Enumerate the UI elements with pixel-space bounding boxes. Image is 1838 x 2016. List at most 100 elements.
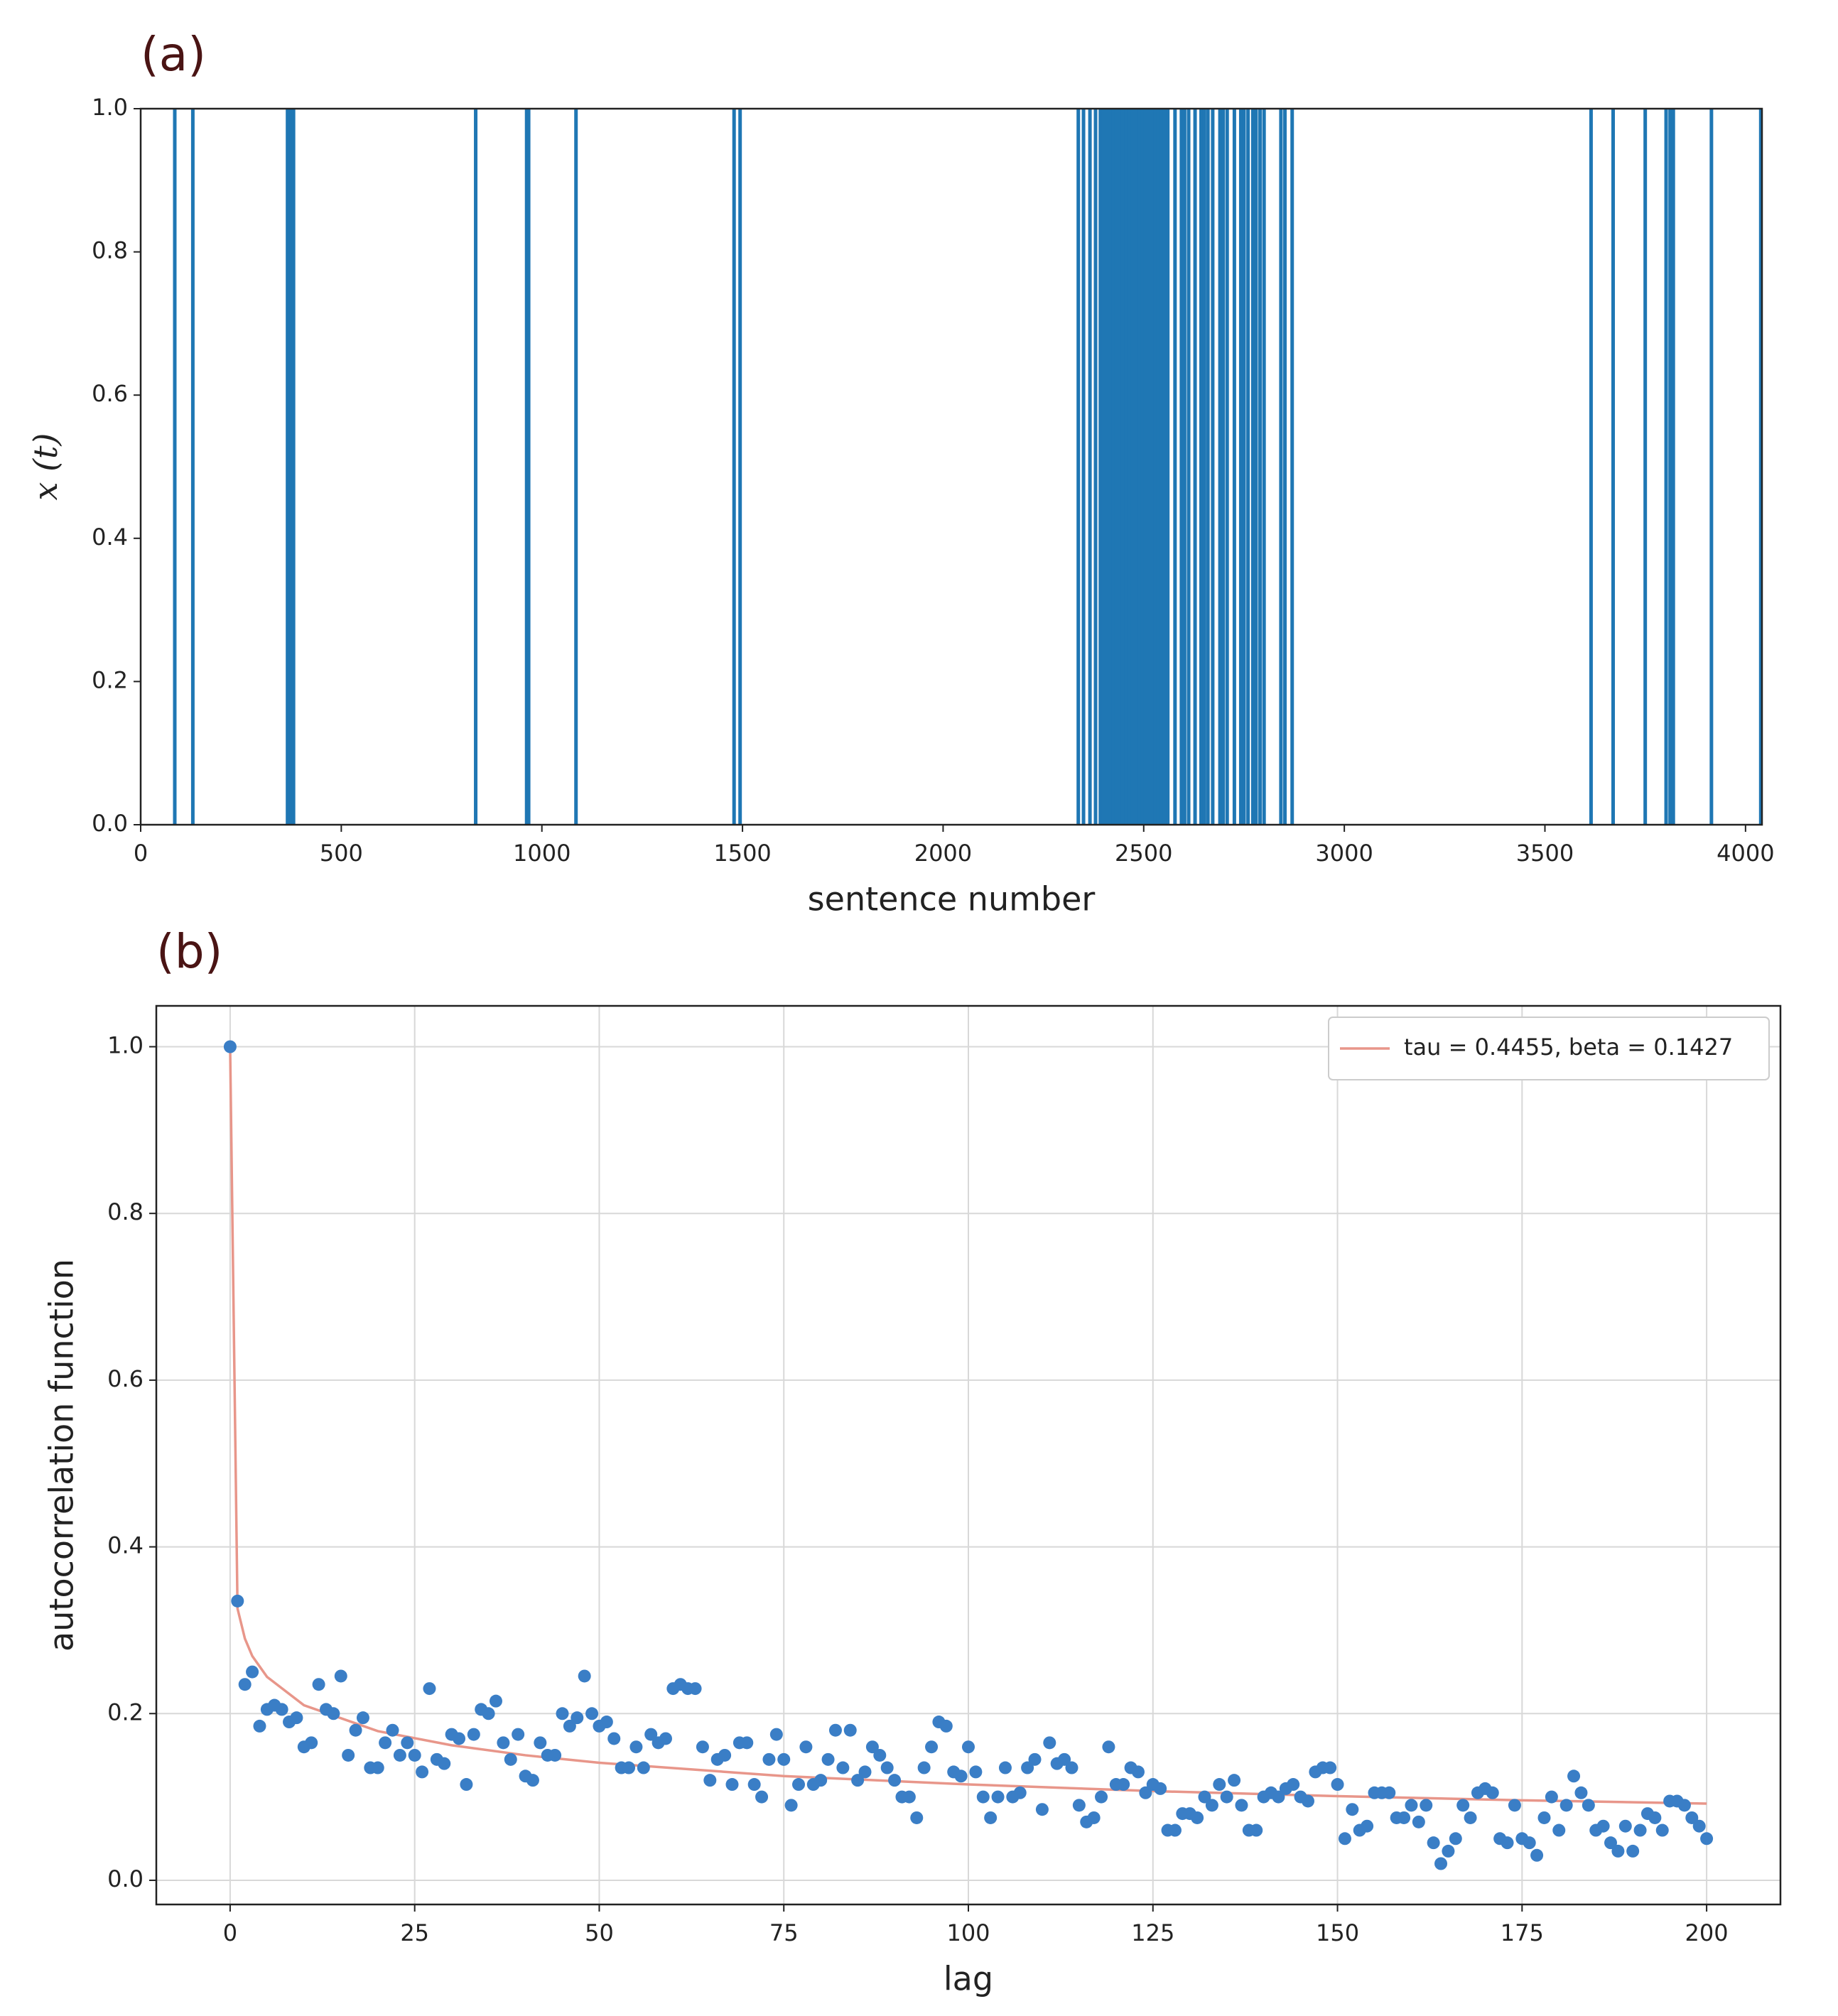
data-point — [1198, 1790, 1211, 1804]
x-tick-label: 50 — [585, 1919, 614, 1946]
data-point — [1596, 1819, 1610, 1833]
data-point — [799, 1740, 813, 1754]
data-point — [386, 1723, 399, 1737]
data-point — [1139, 1786, 1152, 1799]
data-point — [1220, 1790, 1233, 1804]
data-point — [1412, 1815, 1425, 1828]
data-point — [836, 1761, 850, 1774]
y-tick-label: 0.4 — [92, 524, 128, 551]
data-point — [888, 1774, 902, 1787]
data-point — [1405, 1799, 1418, 1812]
data-point — [556, 1707, 569, 1720]
data-point — [991, 1790, 1005, 1804]
data-point — [865, 1740, 879, 1754]
data-point — [1058, 1752, 1071, 1766]
y-tick-label: 0.6 — [107, 1365, 144, 1392]
x-tick-label: 500 — [320, 840, 363, 867]
data-point — [1648, 1811, 1662, 1824]
data-point — [1117, 1778, 1130, 1792]
data-point — [1205, 1799, 1218, 1812]
data-point — [571, 1711, 584, 1725]
data-point — [688, 1682, 702, 1696]
data-point — [1087, 1811, 1101, 1824]
y-tick-label: 1.0 — [107, 1032, 144, 1059]
data-point — [1464, 1811, 1477, 1824]
data-point — [1361, 1819, 1374, 1833]
x-tick-label: 2500 — [1115, 840, 1172, 867]
x-tick-label: 175 — [1501, 1919, 1544, 1946]
data-point — [408, 1748, 421, 1762]
data-point — [777, 1752, 791, 1766]
data-point — [954, 1770, 968, 1783]
y-tick-label: 1.0 — [92, 94, 128, 121]
data-point — [1043, 1736, 1056, 1750]
data-point — [917, 1761, 931, 1774]
data-point — [1095, 1790, 1108, 1804]
panel-label: (a) — [141, 27, 206, 82]
data-point — [747, 1778, 761, 1792]
data-point — [784, 1799, 798, 1812]
data-point — [238, 1678, 252, 1691]
data-point — [976, 1790, 990, 1804]
x-axis-label: lag — [944, 1960, 993, 1998]
data-point — [275, 1703, 288, 1716]
data-point — [312, 1678, 325, 1691]
x-tick-label: 200 — [1685, 1919, 1729, 1946]
x-tick-label: 100 — [946, 1919, 990, 1946]
data-point — [497, 1736, 510, 1750]
y-tick-label: 0.8 — [92, 237, 128, 264]
data-point — [453, 1732, 466, 1745]
data-point — [984, 1811, 998, 1824]
data-point — [755, 1790, 769, 1804]
data-point — [1692, 1819, 1706, 1833]
x-tick-label: 3000 — [1315, 840, 1373, 867]
data-point — [1420, 1799, 1433, 1812]
x-tick-label: 1500 — [713, 840, 771, 867]
data-point — [1449, 1832, 1462, 1846]
data-point — [1072, 1799, 1086, 1812]
axes-frame — [155, 1004, 1782, 1906]
data-point — [718, 1748, 732, 1762]
data-point — [1427, 1836, 1440, 1850]
data-point — [246, 1665, 259, 1679]
data-point — [1346, 1803, 1359, 1816]
data-point — [223, 1040, 237, 1053]
data-point — [1287, 1778, 1300, 1792]
data-point — [423, 1682, 436, 1696]
data-point — [998, 1761, 1012, 1774]
data-point — [962, 1740, 975, 1754]
data-point — [253, 1719, 266, 1733]
data-point — [1567, 1770, 1581, 1783]
legend-label: tau = 0.4455, beta = 0.1427 — [1404, 1034, 1733, 1061]
data-point — [1213, 1778, 1226, 1792]
x-tick-label: 25 — [400, 1919, 429, 1946]
data-point — [563, 1719, 576, 1733]
data-point — [342, 1748, 355, 1762]
data-point — [696, 1740, 709, 1754]
data-point — [1501, 1836, 1514, 1850]
fit-line — [229, 1046, 1707, 1805]
data-point — [1626, 1844, 1640, 1858]
data-point — [1131, 1765, 1145, 1779]
data-point — [534, 1736, 547, 1750]
data-point — [460, 1778, 473, 1792]
data-point — [1383, 1786, 1396, 1799]
data-point — [548, 1748, 562, 1762]
data-point — [925, 1740, 939, 1754]
data-point — [327, 1707, 340, 1720]
data-point — [1552, 1823, 1566, 1837]
data-point — [880, 1761, 894, 1774]
data-point — [482, 1707, 495, 1720]
data-point — [1168, 1823, 1182, 1837]
data-point — [290, 1711, 303, 1725]
data-point — [814, 1774, 828, 1787]
data-point — [1272, 1790, 1285, 1804]
data-point — [762, 1752, 776, 1766]
axes-frame — [139, 107, 1763, 826]
data-point — [1028, 1752, 1042, 1766]
data-point — [438, 1757, 451, 1770]
panel-label: (b) — [156, 924, 222, 979]
data-point — [1530, 1848, 1544, 1862]
data-point — [703, 1774, 717, 1787]
